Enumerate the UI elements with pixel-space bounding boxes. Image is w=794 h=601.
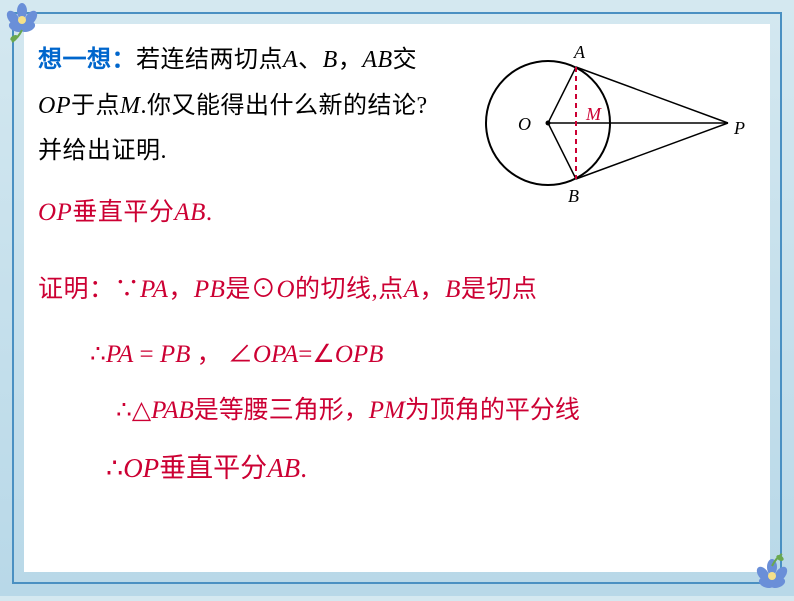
proof-line-2: ∴PA = PB ， ∠OPA=∠OPB [38, 334, 756, 370]
proof-line-1: 证明：∵PA，PB是⊙O的切线,点A，B是切点 [38, 266, 756, 314]
proof-line-3: ∴△PAB是等腰三角形，PM为顶角的平分线 [38, 390, 756, 426]
svg-text:B: B [568, 186, 579, 206]
svg-text:P: P [733, 118, 745, 138]
flower-decoration-bottom-right [750, 552, 794, 596]
svg-text:O: O [518, 114, 531, 134]
prompt-title: 想一想： [38, 47, 136, 73]
proof-line-4: ∴OP垂直平分AB. [38, 446, 756, 485]
svg-text:A: A [573, 42, 586, 62]
geometry-diagram: O A B P M [468, 38, 748, 208]
svg-text:M: M [585, 104, 602, 124]
